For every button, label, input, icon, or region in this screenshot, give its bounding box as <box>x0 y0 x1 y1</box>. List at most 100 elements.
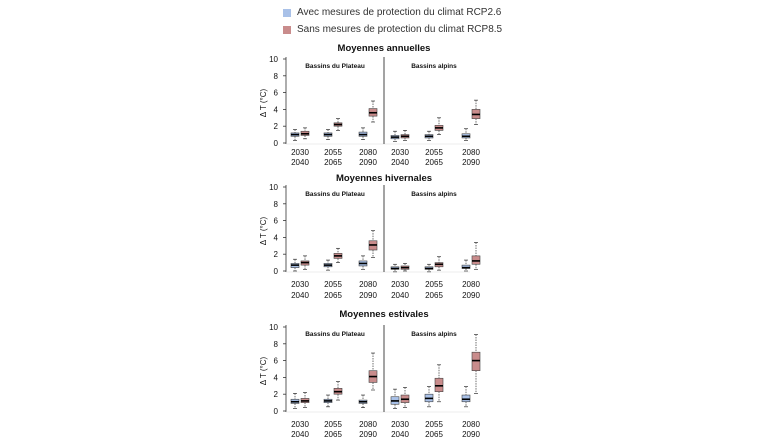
y-tick-label: 4 <box>274 233 279 242</box>
x-tick-label: 2055 <box>324 420 342 429</box>
box-rcp26 <box>461 128 471 141</box>
box-rcp85 <box>368 352 378 391</box>
legend-swatch-rcp26 <box>283 8 291 17</box>
x-tick-label: 2090 <box>462 291 480 300</box>
x-tick-label: 2055 <box>425 148 443 157</box>
legend-label-rcp26: Avec mesures de protection du climat RCP… <box>297 7 502 18</box>
x-tick-label: 2040 <box>291 158 309 167</box>
box-rcp85 <box>434 364 444 403</box>
box-rcp26 <box>390 388 400 409</box>
y-tick-label: 0 <box>274 267 279 276</box>
y-tick-label: 8 <box>274 200 279 209</box>
box-rcp85 <box>333 247 343 263</box>
box-rcp85 <box>333 118 343 131</box>
x-tick-label: 2030 <box>291 280 309 289</box>
panel-title: Bassins alpins <box>411 63 457 70</box>
y-tick-label: 0 <box>274 139 279 148</box>
x-tick-label: 2030 <box>391 148 409 157</box>
box-rcp85 <box>471 242 481 270</box>
y-tick-label: 2 <box>274 250 279 259</box>
x-tick-label: 2090 <box>359 430 377 439</box>
box-rcp85 <box>434 256 444 271</box>
box-rcp26 <box>323 129 333 140</box>
box-rcp85 <box>400 130 410 141</box>
x-tick-label: 2055 <box>425 420 443 429</box>
box-iqr <box>434 377 444 392</box>
y-tick-label: 6 <box>274 89 279 98</box>
x-tick-label: 2090 <box>359 158 377 167</box>
x-tick-label: 2055 <box>425 280 443 289</box>
chart-3: Moyennes estivales 0 2 4 6 8 10 Δ T (°C) Bassins… <box>259 309 480 439</box>
x-tick-label: 2055 <box>324 280 342 289</box>
box-rcp26 <box>358 394 368 408</box>
x-tick-label: 2065 <box>324 291 342 300</box>
box-iqr <box>461 394 471 403</box>
y-tick-label: 10 <box>269 323 278 332</box>
x-tick-label: 2080 <box>462 280 480 289</box>
x-tick-label: 2090 <box>462 430 480 439</box>
box-rcp85 <box>471 99 481 125</box>
x-tick-label: 2090 <box>359 291 377 300</box>
box-rcp26 <box>290 258 300 272</box>
chart-2: Moyennes hivernales 0 2 4 6 8 10 Δ T (°C) Bassin… <box>259 173 480 300</box>
box-rcp85 <box>333 381 343 401</box>
x-tick-label: 2030 <box>391 420 409 429</box>
x-tick-label: 2080 <box>359 148 377 157</box>
x-tick-label: 2040 <box>391 291 409 300</box>
box-rcp26 <box>390 130 400 142</box>
box-rcp26 <box>290 393 300 409</box>
y-tick-label: 2 <box>274 390 279 399</box>
chart-1: Moyennes annuelles 0 2 4 6 8 10 Δ T (°C) Bassins… <box>259 43 480 167</box>
legend-item-rcp26: Avec mesures de protection du climat RCP… <box>283 4 502 21</box>
box-iqr <box>471 255 481 265</box>
box-rcp26 <box>461 259 471 272</box>
box-rcp26 <box>323 259 333 271</box>
box-rcp26 <box>290 129 300 141</box>
box-rcp85 <box>300 127 310 140</box>
y-tick-label: 8 <box>274 72 279 81</box>
x-tick-label: 2055 <box>324 148 342 157</box>
panel-title: Bassins du Plateau <box>305 331 365 338</box>
x-tick-label: 2080 <box>359 280 377 289</box>
x-tick-label: 2065 <box>324 158 342 167</box>
box-rcp26 <box>424 130 434 141</box>
box-rcp85 <box>368 100 378 123</box>
box-rcp26 <box>461 386 471 408</box>
y-tick-label: 4 <box>274 373 279 382</box>
x-tick-label: 2030 <box>291 148 309 157</box>
box-rcp85 <box>434 117 444 135</box>
box-rcp85 <box>471 334 481 394</box>
box-rcp26 <box>390 263 400 273</box>
y-tick-label: 6 <box>274 357 279 366</box>
chart-title: Moyennes hivernales <box>336 173 432 184</box>
panel-title: Bassins du Plateau <box>305 191 365 198</box>
legend: Avec mesures de protection du climat RCP… <box>283 4 502 38</box>
box-rcp85 <box>300 255 310 270</box>
box-rcp26 <box>358 127 368 140</box>
x-tick-label: 2065 <box>324 430 342 439</box>
x-tick-label: 2040 <box>391 158 409 167</box>
x-tick-label: 2030 <box>391 280 409 289</box>
chart-title: Moyennes estivales <box>339 309 428 320</box>
x-tick-label: 2040 <box>391 430 409 439</box>
box-rcp85 <box>300 392 310 408</box>
y-axis-label: Δ T (°C) <box>259 216 268 245</box>
x-tick-label: 2040 <box>291 430 309 439</box>
x-tick-label: 2080 <box>359 420 377 429</box>
x-tick-label: 2080 <box>462 148 480 157</box>
box-rcp26 <box>424 386 434 408</box>
box-iqr <box>461 264 471 269</box>
box-rcp85 <box>368 230 378 258</box>
legend-item-rcp85: Sans mesures de protection du climat RCP… <box>283 21 502 38</box>
y-tick-label: 0 <box>274 407 279 416</box>
y-tick-label: 10 <box>269 55 278 64</box>
y-tick-label: 4 <box>274 105 279 114</box>
x-tick-label: 2030 <box>291 420 309 429</box>
y-tick-label: 10 <box>269 183 278 192</box>
panel-title: Bassins alpins <box>411 331 457 338</box>
y-tick-label: 6 <box>274 217 279 226</box>
x-tick-label: 2040 <box>291 291 309 300</box>
y-axis-label: Δ T (°C) <box>259 356 268 385</box>
legend-swatch-rcp85 <box>283 25 291 34</box>
